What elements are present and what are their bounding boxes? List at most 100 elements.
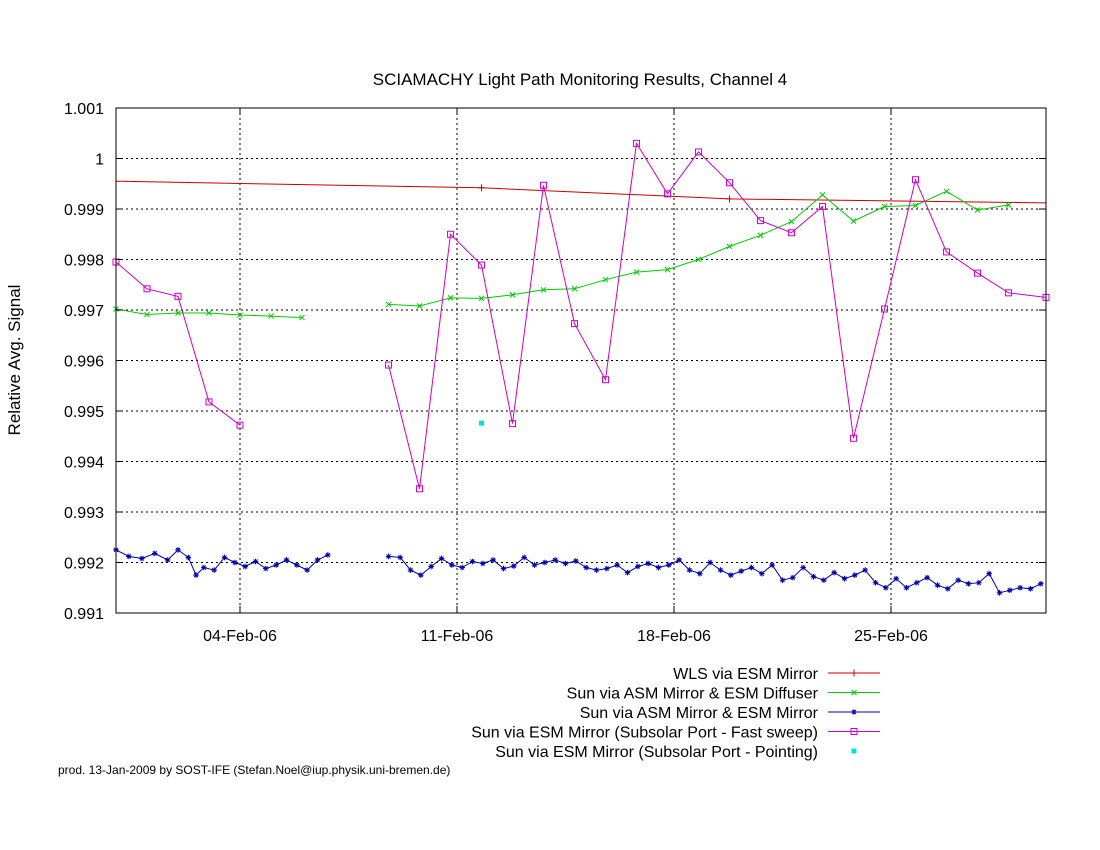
series-3-point xyxy=(552,557,558,563)
series-2-point-stroke xyxy=(144,311,150,318)
series-4-point-stroke xyxy=(726,179,734,187)
series-3-point xyxy=(955,577,961,583)
series-3-point xyxy=(965,580,972,587)
series-4-point xyxy=(509,420,517,428)
series-2-point-stroke xyxy=(478,295,485,302)
series-2-point xyxy=(943,188,950,195)
series-3-point xyxy=(490,557,496,563)
series-3-point-stroke xyxy=(997,590,1002,596)
series-3-point xyxy=(573,558,579,564)
series-3-point xyxy=(810,573,817,580)
series-3-point xyxy=(185,554,192,561)
series-3-point xyxy=(934,582,941,589)
y-tick-label: 1 xyxy=(95,152,104,169)
series-3-point xyxy=(841,575,848,582)
series-3-point xyxy=(821,577,827,583)
series-2-point xyxy=(726,243,733,250)
series-4-point xyxy=(943,248,951,256)
series-2-point-stroke xyxy=(819,192,826,198)
y-tick-label: 0.993 xyxy=(64,505,104,522)
series-3-point xyxy=(852,572,858,578)
series-4-point-stroke xyxy=(540,181,548,189)
series-5-point-stroke xyxy=(479,420,485,426)
series-4-point-stroke xyxy=(881,305,889,313)
series-3-point xyxy=(1038,580,1044,587)
series-3-point xyxy=(1017,584,1023,591)
series-2-point xyxy=(633,269,640,275)
series-3-point xyxy=(193,572,199,578)
series-2-point-stroke xyxy=(1005,202,1012,208)
series-2-point xyxy=(819,192,826,198)
series-4-point-stroke xyxy=(478,261,486,269)
series-3-point-stroke xyxy=(614,562,620,568)
series-3-point xyxy=(521,554,527,561)
series-4-point-stroke xyxy=(664,190,672,198)
series-3-point-stroke xyxy=(800,565,806,570)
series-3-point-stroke xyxy=(635,564,641,569)
series-4-point xyxy=(664,190,672,198)
series-4-point-stroke xyxy=(633,139,641,147)
series-2-point-stroke xyxy=(602,276,609,283)
series-3-point xyxy=(242,563,248,570)
series-3-point xyxy=(759,570,765,577)
series-2-point xyxy=(912,202,919,209)
series-4-point xyxy=(726,179,734,187)
series-2-point-stroke xyxy=(664,266,671,273)
series-3-point xyxy=(1007,587,1013,594)
series-4-point xyxy=(912,176,920,184)
series-3-point-stroke xyxy=(769,562,775,568)
series-3-point xyxy=(666,562,672,568)
y-tick-label: 0.995 xyxy=(64,404,104,421)
series-3-point xyxy=(221,554,228,561)
series-4-point xyxy=(974,269,982,277)
series-2-point xyxy=(385,301,392,308)
series-4-point-stroke xyxy=(602,376,610,384)
x-tick-label: 11-Feb-06 xyxy=(421,628,494,645)
series-4-point-stroke xyxy=(695,148,703,156)
series-2-point-stroke xyxy=(633,269,640,275)
series-3-point xyxy=(531,562,538,568)
series-3-point xyxy=(914,579,920,586)
series-3-point-stroke xyxy=(738,568,744,574)
y-tick-label: 0.997 xyxy=(64,303,104,320)
series-4-point xyxy=(540,181,548,189)
series-3-point-stroke xyxy=(242,564,248,569)
series-3-point xyxy=(769,562,775,568)
legend-entry-marker xyxy=(851,748,857,754)
series-2-point-stroke xyxy=(695,256,702,263)
x-tick-label: 04-Feb-06 xyxy=(203,628,277,645)
series-2-point xyxy=(299,314,305,321)
series-2-point xyxy=(447,295,454,301)
series-2-point-stroke xyxy=(881,203,888,210)
series-4-point-stroke xyxy=(912,176,920,184)
series-3-point xyxy=(728,572,734,578)
x-tick-label: 18-Feb-06 xyxy=(637,628,711,645)
series-4-point xyxy=(478,261,486,269)
series-2-point xyxy=(757,232,764,239)
series-3-point-stroke xyxy=(966,581,971,587)
series-3-point-stroke xyxy=(904,585,909,591)
series-3-point xyxy=(707,559,713,566)
series-3-point xyxy=(583,564,589,571)
series-4-point xyxy=(447,230,455,238)
series-3-point-stroke xyxy=(325,552,331,558)
series-3-point xyxy=(748,564,755,571)
series-3-point xyxy=(614,562,620,568)
series-4-point xyxy=(602,376,610,384)
series-3-point xyxy=(480,560,486,567)
series-2-point xyxy=(206,310,212,316)
y-tick-label: 0.998 xyxy=(64,253,104,270)
series-3-point-stroke xyxy=(222,555,227,560)
series-4-point-stroke xyxy=(143,285,151,293)
y-tick-label: 0.992 xyxy=(64,556,104,573)
series-3-point xyxy=(164,557,171,563)
series-3-point xyxy=(283,557,290,563)
series-4-point xyxy=(143,285,151,293)
series-3-point xyxy=(449,562,455,568)
series-3-point xyxy=(831,569,837,576)
series-1-line xyxy=(115,180,1047,204)
series-3-point-stroke xyxy=(831,570,837,575)
series-3-point xyxy=(418,572,424,578)
series-3-point-stroke xyxy=(862,567,868,573)
